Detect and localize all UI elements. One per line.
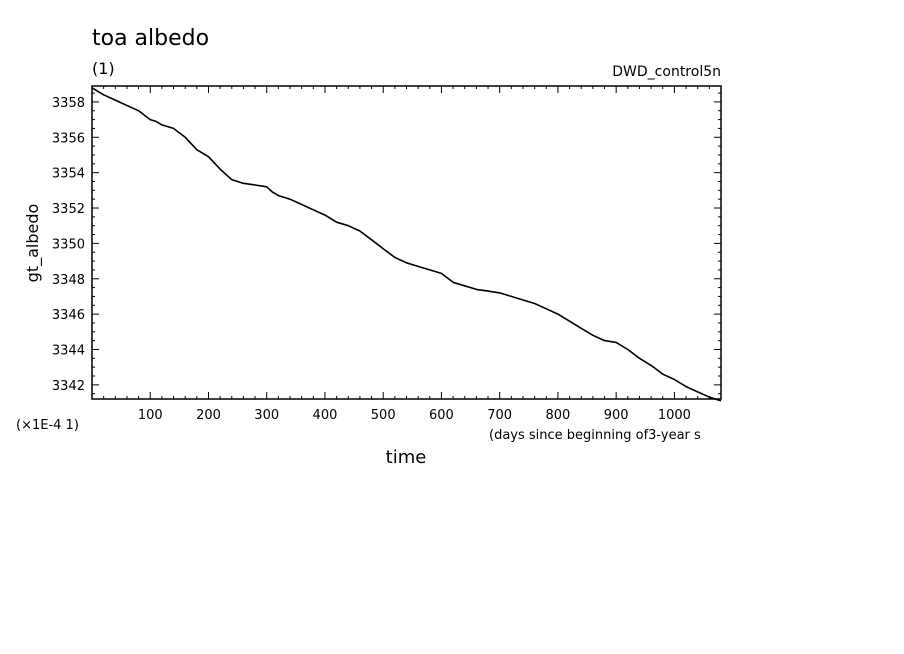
x-tick-label: 500 [371,408,396,423]
y-tick-label: 3354 [52,167,85,182]
y-axis-label: gt_albedo [23,204,43,283]
x-tick-label: 700 [487,408,512,423]
multiplier-label: (×1E-4 1) [16,418,79,433]
x-tick-label: 400 [313,408,338,423]
x-tick-label: 600 [429,408,454,423]
y-tick-label: 3342 [52,379,85,394]
series-group [91,87,722,402]
chart-subtitle: (1) [92,59,115,78]
y-tick-label: 3356 [52,131,85,146]
series-line [91,87,722,402]
chart-title: toa albedo [92,26,209,51]
x-tick-label: 800 [546,408,571,423]
x-tick-label: 900 [604,408,629,423]
y-tick-label: 3358 [52,96,85,111]
x-axis-ticks: 100 200 300 400 500 600 700 800 900 1000 [103,86,710,423]
y-tick-label: 3344 [52,343,85,358]
x-axis-label: time [386,447,427,468]
x-axis-note: (days since beginning of3-year s [489,428,701,443]
x-tick-label: 100 [138,408,163,423]
y-tick-label: 3350 [52,237,85,252]
plot-frame [91,85,722,400]
y-tick-label: 3346 [52,308,85,323]
x-tick-label: 200 [196,408,221,423]
y-tick-label: 3352 [52,202,85,217]
y-axis-ticks: 3342 3344 3346 3348 3350 3352 3354 3356 3358 [52,92,721,395]
x-tick-label: 1000 [658,408,691,423]
x-tick-label: 300 [254,408,279,423]
y-tick-label: 3348 [52,273,85,288]
run-label: DWD_control5n [612,64,721,80]
